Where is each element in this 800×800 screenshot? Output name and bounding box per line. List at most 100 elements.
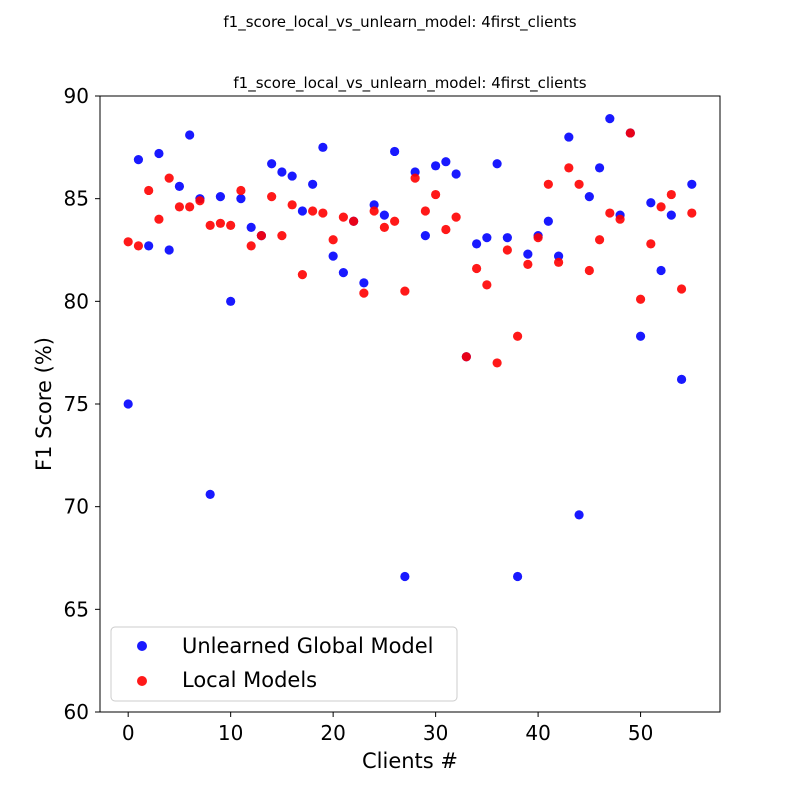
x-tick-label: 50 (628, 721, 653, 745)
point-local (133, 241, 144, 251)
point-local (502, 245, 512, 255)
point-local (277, 231, 287, 241)
point-unlearned (635, 331, 646, 341)
point-local (215, 218, 226, 228)
x-tick-label: 10 (218, 721, 243, 745)
point-local (584, 265, 594, 276)
point-local (226, 220, 236, 230)
y-tick-label: 85 (64, 187, 89, 211)
point-unlearned (379, 210, 389, 220)
point-local (236, 185, 246, 196)
point-local (441, 224, 451, 235)
point-unlearned (676, 374, 687, 384)
point-unlearned (441, 157, 451, 167)
point-local (195, 196, 205, 206)
point-unlearned (359, 278, 369, 288)
y-tick-label: 80 (64, 289, 89, 313)
point-unlearned (308, 179, 318, 189)
legend-marker-unlearned (137, 641, 147, 651)
point-unlearned (482, 233, 492, 243)
point-unlearned (656, 265, 666, 276)
point-local (287, 200, 297, 210)
axes-frame (99, 95, 721, 713)
point-local (420, 206, 430, 216)
point-local (615, 214, 625, 224)
point-unlearned (472, 239, 482, 249)
point-unlearned (502, 233, 512, 243)
point-unlearned (451, 169, 461, 179)
point-local (318, 208, 328, 218)
point-local (205, 220, 215, 230)
point-local (666, 189, 676, 200)
point-unlearned (123, 399, 133, 409)
point-unlearned (594, 163, 605, 173)
point-unlearned (431, 161, 441, 171)
point-local (359, 288, 369, 298)
x-tick-label: 20 (320, 721, 345, 745)
point-unlearned (513, 571, 523, 582)
legend-frame (110, 626, 458, 702)
point-local (256, 231, 266, 241)
point-unlearned (390, 146, 400, 157)
point-local (656, 202, 666, 212)
point-local (492, 358, 502, 368)
point-local (482, 280, 492, 290)
point-unlearned (236, 194, 246, 204)
legend-marker-local (137, 676, 147, 686)
y-tick-label: 65 (64, 597, 89, 621)
y-axis-label: F1 Score (%) (32, 337, 56, 471)
point-local (676, 284, 687, 294)
point-local (513, 331, 523, 341)
x-tick-label: 30 (423, 721, 448, 745)
y-tick-label: 60 (64, 700, 89, 724)
point-local (267, 192, 277, 202)
point-unlearned (174, 181, 185, 191)
point-local (574, 179, 584, 189)
point-unlearned (185, 130, 195, 140)
point-unlearned (205, 489, 215, 499)
point-unlearned (574, 510, 584, 520)
point-local (554, 257, 564, 267)
point-local (185, 202, 195, 212)
point-local (410, 173, 420, 183)
x-tick-label: 40 (525, 721, 550, 745)
point-local (297, 270, 307, 280)
point-unlearned (246, 222, 256, 233)
figure-suptitle: f1_score_local_vs_unlearn_model: 4first_… (223, 13, 577, 31)
legend-label-local: Local Models (182, 668, 317, 692)
point-unlearned (564, 132, 574, 142)
point-unlearned (215, 192, 226, 202)
point-unlearned (164, 245, 174, 255)
point-unlearned (297, 206, 307, 216)
point-local (625, 128, 635, 138)
series-unlearned-global-model (123, 113, 697, 582)
point-unlearned (226, 296, 236, 306)
point-local (523, 259, 533, 269)
x-tick-label: 0 (122, 721, 135, 745)
point-unlearned (646, 198, 656, 208)
point-unlearned (543, 216, 553, 226)
legend-label-unlearned: Unlearned Global Model (182, 634, 434, 658)
point-unlearned (328, 251, 338, 261)
point-local (533, 233, 543, 243)
point-local (246, 241, 256, 251)
point-local (379, 222, 389, 233)
point-unlearned (687, 179, 697, 189)
point-unlearned (523, 249, 533, 259)
point-unlearned (584, 192, 594, 202)
point-local (431, 189, 441, 200)
point-unlearned (287, 171, 297, 181)
x-axis-label: Clients # (362, 749, 458, 773)
point-local (543, 179, 553, 189)
point-unlearned (666, 210, 676, 220)
point-unlearned (154, 148, 164, 159)
legend: Unlearned Global Model Local Models (110, 626, 458, 702)
point-local (328, 235, 338, 245)
y-tick-label: 70 (64, 495, 89, 519)
point-local (154, 214, 164, 224)
point-local (369, 206, 379, 216)
point-local (338, 212, 348, 222)
point-unlearned (605, 113, 615, 124)
point-local (174, 202, 185, 212)
